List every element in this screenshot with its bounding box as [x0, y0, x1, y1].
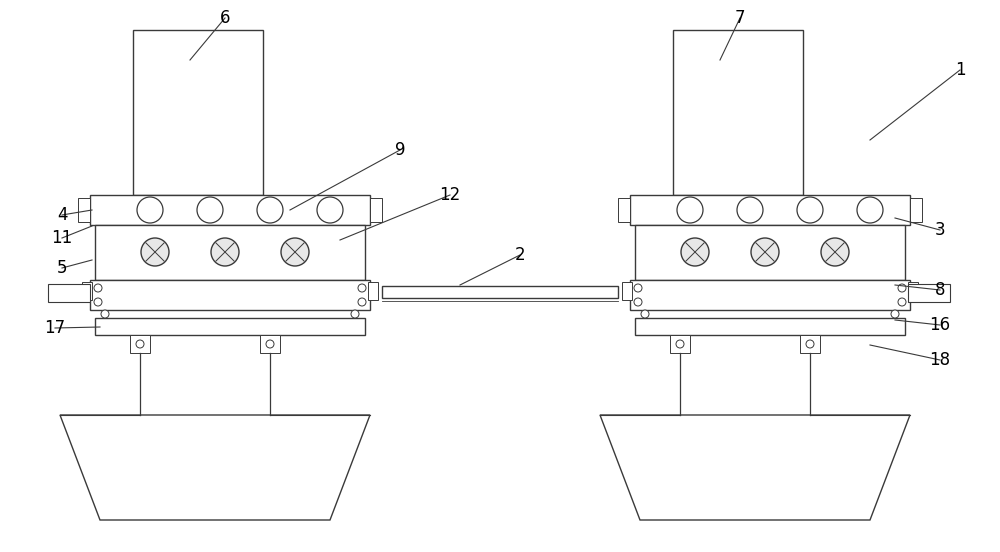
Bar	[370, 198, 382, 222]
Circle shape	[358, 284, 366, 292]
Polygon shape	[60, 415, 370, 520]
Circle shape	[136, 340, 144, 348]
Circle shape	[677, 197, 703, 223]
Bar	[95, 318, 365, 335]
Bar	[95, 225, 365, 280]
Text: 17: 17	[44, 319, 66, 337]
Text: 2: 2	[515, 246, 525, 264]
Text: 8: 8	[935, 281, 945, 299]
Circle shape	[94, 284, 102, 292]
Text: 6: 6	[220, 9, 230, 27]
Bar	[908, 282, 918, 300]
Bar	[630, 195, 910, 225]
Circle shape	[821, 238, 849, 266]
Bar	[90, 195, 370, 225]
Bar	[635, 318, 905, 335]
Bar	[622, 282, 632, 300]
Circle shape	[641, 310, 649, 318]
Circle shape	[634, 284, 642, 292]
Bar	[635, 225, 905, 280]
Text: 11: 11	[51, 229, 73, 247]
Circle shape	[857, 197, 883, 223]
Bar	[260, 335, 280, 353]
Text: 7: 7	[735, 9, 745, 27]
Circle shape	[137, 197, 163, 223]
Bar	[130, 335, 150, 353]
Circle shape	[898, 284, 906, 292]
Bar	[48, 284, 90, 302]
Circle shape	[358, 298, 366, 306]
Text: 3: 3	[935, 221, 945, 239]
Bar	[910, 198, 922, 222]
Text: 16: 16	[929, 316, 951, 334]
Polygon shape	[600, 415, 910, 520]
Text: 18: 18	[929, 351, 951, 369]
Bar	[90, 280, 370, 310]
Circle shape	[266, 340, 274, 348]
Text: 5: 5	[57, 259, 67, 277]
Text: 12: 12	[439, 186, 461, 204]
Circle shape	[317, 197, 343, 223]
Circle shape	[806, 340, 814, 348]
Bar	[382, 286, 618, 298]
Bar	[630, 280, 910, 310]
Circle shape	[211, 238, 239, 266]
Circle shape	[257, 197, 283, 223]
Circle shape	[197, 197, 223, 223]
Bar	[618, 198, 630, 222]
Circle shape	[141, 238, 169, 266]
Text: 4: 4	[57, 206, 67, 224]
Circle shape	[281, 238, 309, 266]
Circle shape	[101, 310, 109, 318]
Circle shape	[676, 340, 684, 348]
Bar	[908, 284, 950, 302]
Circle shape	[351, 310, 359, 318]
Bar	[78, 198, 90, 222]
Circle shape	[737, 197, 763, 223]
Bar	[673, 30, 803, 195]
Bar	[82, 282, 92, 300]
Circle shape	[891, 310, 899, 318]
Circle shape	[797, 197, 823, 223]
Text: 9: 9	[395, 141, 405, 159]
Bar	[368, 282, 378, 300]
Circle shape	[898, 298, 906, 306]
Circle shape	[681, 238, 709, 266]
Bar	[133, 30, 263, 195]
Bar	[800, 335, 820, 353]
Circle shape	[94, 298, 102, 306]
Bar	[670, 335, 690, 353]
Circle shape	[634, 298, 642, 306]
Text: 1: 1	[955, 61, 965, 79]
Circle shape	[751, 238, 779, 266]
